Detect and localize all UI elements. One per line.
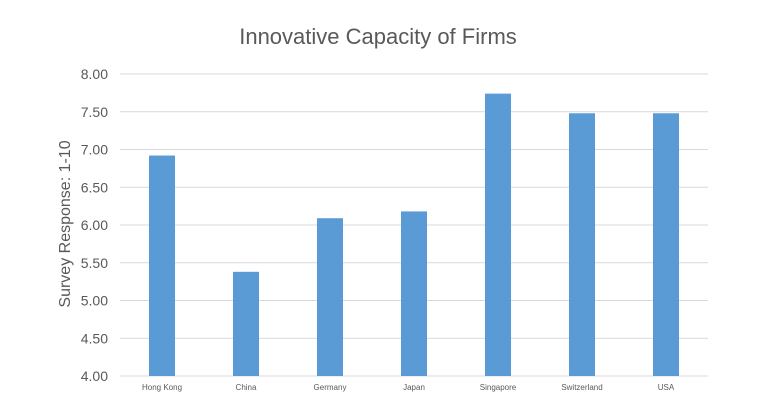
bar-switzerland <box>569 113 595 376</box>
chart-title: Innovative Capacity of Firms <box>239 24 517 49</box>
x-axis-ticks: Hong Kong China Germany Japan Singapore Switz… <box>142 383 675 392</box>
x-tick-label: Switzerland <box>561 383 602 392</box>
x-tick-label: USA <box>658 383 675 392</box>
bar-usa <box>653 113 679 376</box>
x-tick-label: China <box>236 383 257 392</box>
bar-germany <box>317 218 343 376</box>
y-tick-label: 7.50 <box>81 104 108 120</box>
bar-singapore <box>485 93 511 376</box>
y-tick-label: 4.50 <box>81 330 108 346</box>
x-tick-label: Germany <box>314 383 347 392</box>
x-tick-label: Hong Kong <box>142 383 182 392</box>
y-tick-label: 6.00 <box>81 217 108 233</box>
bars <box>149 93 679 376</box>
y-tick-label: 7.00 <box>81 142 108 158</box>
y-axis-ticks: 4.00 4.50 5.00 5.50 6.00 6.50 7.00 7.50 8.00 <box>81 66 108 384</box>
y-tick-label: 5.50 <box>81 255 108 271</box>
x-tick-label: Japan <box>403 383 425 392</box>
y-tick-label: 4.00 <box>81 368 108 384</box>
bar-hong-kong <box>149 155 175 376</box>
y-tick-label: 6.50 <box>81 179 108 195</box>
y-tick-label: 8.00 <box>81 66 108 82</box>
y-axis-label: Survey Response: 1-10 <box>57 140 74 307</box>
x-tick-label: Singapore <box>480 383 517 392</box>
bar-china <box>233 271 259 376</box>
y-tick-label: 5.00 <box>81 293 108 309</box>
bar-japan <box>401 211 427 376</box>
